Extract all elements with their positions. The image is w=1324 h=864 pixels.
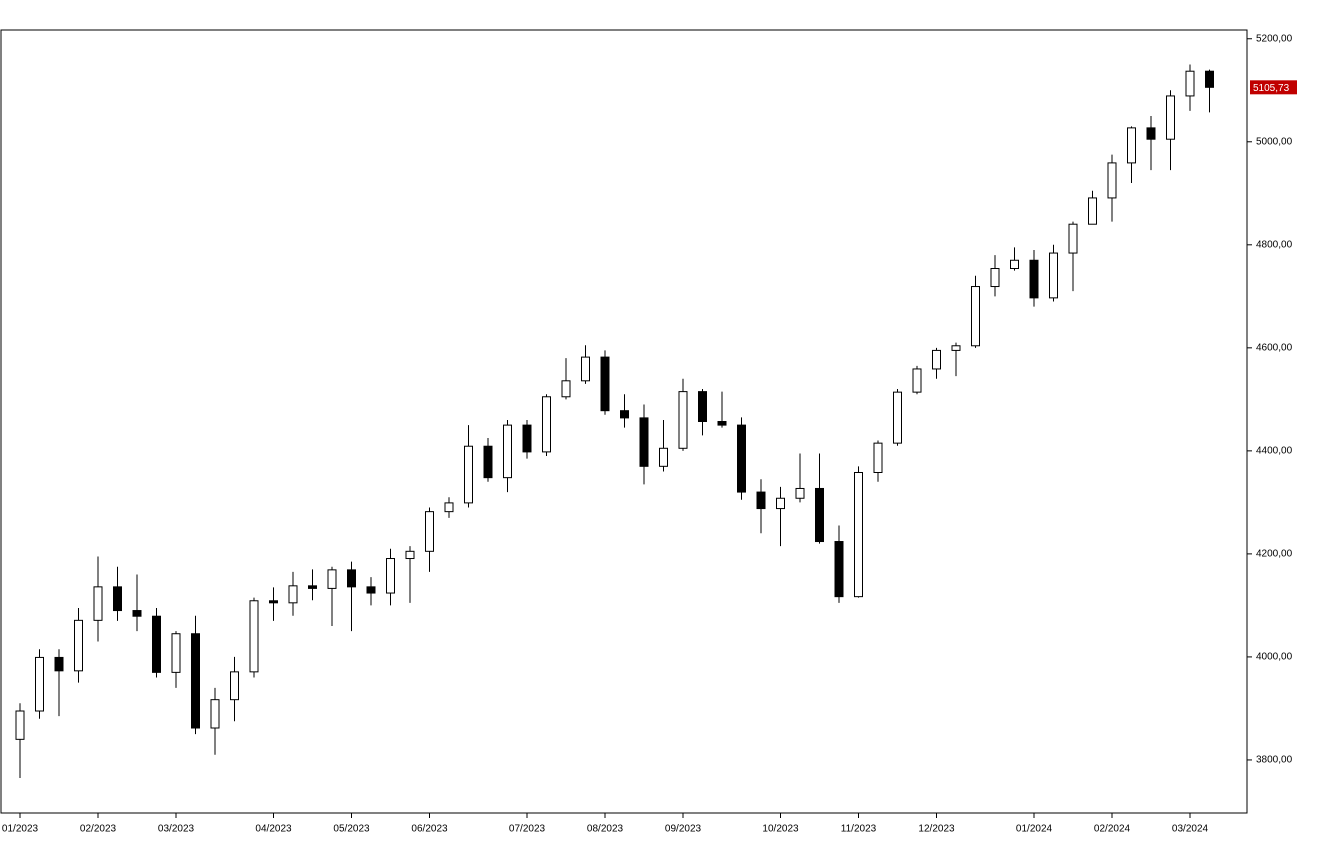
- candle-body: [1049, 252, 1058, 299]
- candle-body: [503, 424, 512, 479]
- candle-body: [366, 586, 376, 594]
- x-tick-label: 01/2024: [1016, 824, 1053, 835]
- last-price-box: [1250, 80, 1297, 95]
- y-tick-label: 4200,00: [1256, 549, 1293, 560]
- candle-body: [1205, 70, 1214, 88]
- candle-body: [152, 615, 161, 673]
- candle-body: [737, 424, 746, 493]
- candle-body: [425, 511, 434, 552]
- candle-body: [971, 286, 980, 347]
- candle-body: [990, 268, 1000, 288]
- candle-body: [386, 558, 395, 594]
- y-tick-label: 4600,00: [1256, 342, 1293, 353]
- x-tick-label: 06/2023: [411, 824, 448, 835]
- x-tick-label: 05/2023: [333, 824, 370, 835]
- candle-body: [561, 380, 571, 398]
- candle-body: [1068, 223, 1078, 254]
- x-tick-label: 12/2023: [918, 824, 955, 835]
- x-tick-label: 09/2023: [665, 824, 702, 835]
- candle-body: [600, 356, 610, 412]
- candle-body: [249, 600, 259, 673]
- candle-body: [288, 585, 298, 604]
- x-tick-label: 03/2024: [1172, 824, 1209, 835]
- y-tick-label: 4800,00: [1256, 239, 1293, 250]
- candle-body: [269, 600, 278, 604]
- candle-body: [35, 656, 44, 712]
- candle-body: [1146, 127, 1156, 140]
- candle-body: [815, 487, 824, 543]
- x-tick-label: 01/2023: [2, 824, 39, 835]
- candle-body: [1029, 259, 1039, 299]
- y-tick-label: 3800,00: [1256, 755, 1293, 766]
- candle-body: [191, 633, 200, 729]
- candle-body: [522, 424, 532, 453]
- y-tick-label: 5000,00: [1256, 136, 1293, 147]
- candle-body: [795, 487, 805, 499]
- candle-body: [210, 699, 220, 729]
- candle-body: [717, 421, 727, 426]
- y-tick-label: 4000,00: [1256, 652, 1293, 663]
- candle-body: [1185, 70, 1195, 97]
- candle-body: [93, 586, 103, 621]
- candle-body: [1166, 95, 1175, 140]
- candle-body: [932, 349, 941, 370]
- candle-body: [951, 345, 961, 351]
- candle-body: [1107, 162, 1117, 199]
- x-tick-label: 02/2023: [80, 824, 117, 835]
- candle-body: [464, 445, 473, 504]
- candle-body: [776, 497, 785, 510]
- candle-body: [54, 656, 64, 672]
- candle-body: [834, 541, 844, 598]
- candle-body: [1127, 127, 1136, 164]
- candle-body: [230, 671, 239, 701]
- y-tick-label: 4400,00: [1256, 446, 1293, 457]
- plot-frame: [0, 29, 1248, 814]
- candle-body: [308, 585, 317, 589]
- x-tick-label: 07/2023: [509, 824, 546, 835]
- x-tick-label: 10/2023: [762, 824, 799, 835]
- candle-body: [659, 447, 668, 467]
- candle-body: [483, 445, 493, 479]
- candle-body: [581, 356, 590, 382]
- candle-body: [1088, 197, 1097, 225]
- candle-body: [15, 710, 25, 740]
- candle-body: [74, 619, 83, 672]
- last-price-label: 5105,73: [1253, 83, 1290, 94]
- candle-body: [327, 569, 337, 589]
- candle-body: [405, 550, 415, 560]
- candle-body: [620, 410, 629, 419]
- candle-body: [171, 633, 181, 673]
- x-tick-label: 04/2023: [255, 824, 292, 835]
- candle-body: [893, 391, 902, 444]
- candle-body: [542, 396, 551, 453]
- candle-body: [347, 569, 356, 588]
- candle-body: [698, 391, 707, 423]
- candle-body: [113, 586, 122, 612]
- candle-body: [912, 368, 922, 393]
- candle-body: [854, 471, 863, 598]
- x-tick-label: 02/2024: [1094, 824, 1131, 835]
- y-tick-label: 5200,00: [1256, 33, 1293, 44]
- candle-body: [873, 442, 883, 473]
- candle-body: [1010, 259, 1019, 270]
- x-tick-label: 11/2023: [841, 824, 877, 835]
- x-tick-label: 08/2023: [587, 824, 624, 835]
- candle-body: [678, 391, 688, 449]
- candle-body: [639, 417, 649, 467]
- x-tick-label: 03/2023: [158, 824, 195, 835]
- candle-body: [756, 491, 766, 510]
- candle-body: [444, 502, 454, 513]
- candle-body: [132, 610, 142, 617]
